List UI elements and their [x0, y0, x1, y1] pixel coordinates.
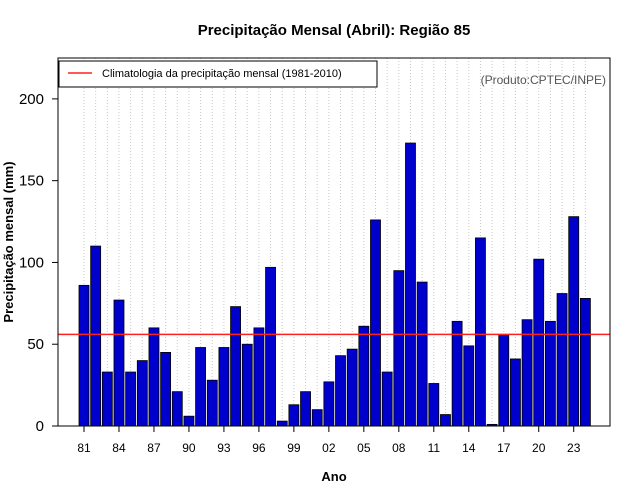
bar-17	[498, 334, 510, 427]
x-tick-label: 02	[322, 441, 336, 455]
bar-05	[358, 325, 370, 427]
bar-86	[136, 360, 148, 427]
bar-15	[475, 237, 486, 427]
bar-81	[78, 284, 90, 427]
bar-87	[148, 327, 160, 427]
bar-18	[510, 358, 521, 427]
bar-20	[533, 258, 545, 427]
x-tick-label: 87	[147, 441, 161, 455]
bar-02	[323, 381, 335, 427]
bar-00	[300, 391, 311, 427]
bar-97	[265, 266, 276, 427]
x-tick-label: 08	[392, 441, 406, 455]
bar-98	[276, 420, 288, 427]
bar-94	[230, 306, 241, 427]
x-tick-label: 90	[182, 441, 196, 455]
bar-93	[218, 347, 230, 427]
x-tick-label: 20	[532, 441, 546, 455]
y-tick-label: 150	[19, 173, 44, 190]
bar-89	[171, 391, 183, 427]
chart-title: Precipitação Mensal (Abril): Região 85	[198, 22, 471, 39]
bar-07	[381, 371, 393, 427]
x-tick-label: 84	[112, 441, 126, 455]
bars	[78, 142, 591, 427]
bar-22	[556, 293, 568, 427]
bar-99	[288, 404, 300, 427]
y-tick-label: 200	[19, 91, 44, 108]
bar-23	[568, 216, 580, 427]
legend-box	[58, 60, 378, 88]
y-axis-label: Precipitação mensal (mm)	[1, 161, 16, 322]
y-tick-label: 50	[27, 336, 44, 353]
x-tick-label: 96	[252, 441, 266, 455]
bar-96	[253, 327, 265, 427]
bar-04	[346, 348, 358, 427]
bar-90	[183, 415, 195, 427]
bar-95	[241, 343, 253, 427]
bar-19	[521, 319, 533, 427]
legend-label: Climatologia da precipitação mensal (198…	[102, 68, 342, 80]
x-tick-label: 05	[357, 441, 371, 455]
bar-01	[311, 409, 323, 427]
bar-88	[160, 351, 172, 427]
bar-82	[90, 245, 102, 427]
bar-11	[428, 383, 440, 427]
bar-21	[545, 320, 556, 427]
x-axis: 81 84 87 90 93 96 99 02 05 08 11 14 17 20 23	[77, 426, 581, 455]
x-axis-label: Ano	[321, 469, 346, 484]
bar-13	[451, 320, 463, 427]
bar-10	[416, 281, 428, 427]
bar-03	[335, 355, 346, 427]
x-tick-label: 14	[462, 441, 476, 455]
legend: Climatologia da precipitação mensal (198…	[58, 60, 378, 88]
bar-06	[370, 219, 381, 427]
y-axis: 0 50 100 150 200	[19, 91, 58, 435]
x-tick-label: 23	[567, 441, 581, 455]
bar-85	[125, 371, 137, 427]
x-tick-label: 17	[497, 441, 511, 455]
bar-08	[393, 270, 405, 427]
bar-24	[579, 298, 591, 427]
credit-text: (Produto:CPTEC/INPE)	[481, 73, 606, 87]
plot-frame	[57, 57, 611, 427]
bar-92	[206, 379, 218, 427]
x-tick-label: 93	[217, 441, 231, 455]
y-tick-label: 0	[36, 418, 44, 435]
x-tick-label: 11	[428, 441, 441, 455]
bar-83	[101, 371, 113, 427]
bar-09	[405, 142, 416, 427]
bar-91	[195, 347, 207, 427]
x-tick-label: 99	[287, 441, 301, 455]
x-tick-label: 81	[77, 441, 91, 455]
bar-12	[440, 414, 451, 427]
y-tick-label: 100	[19, 254, 44, 271]
bar-84	[113, 299, 125, 427]
bar-14	[463, 345, 475, 427]
